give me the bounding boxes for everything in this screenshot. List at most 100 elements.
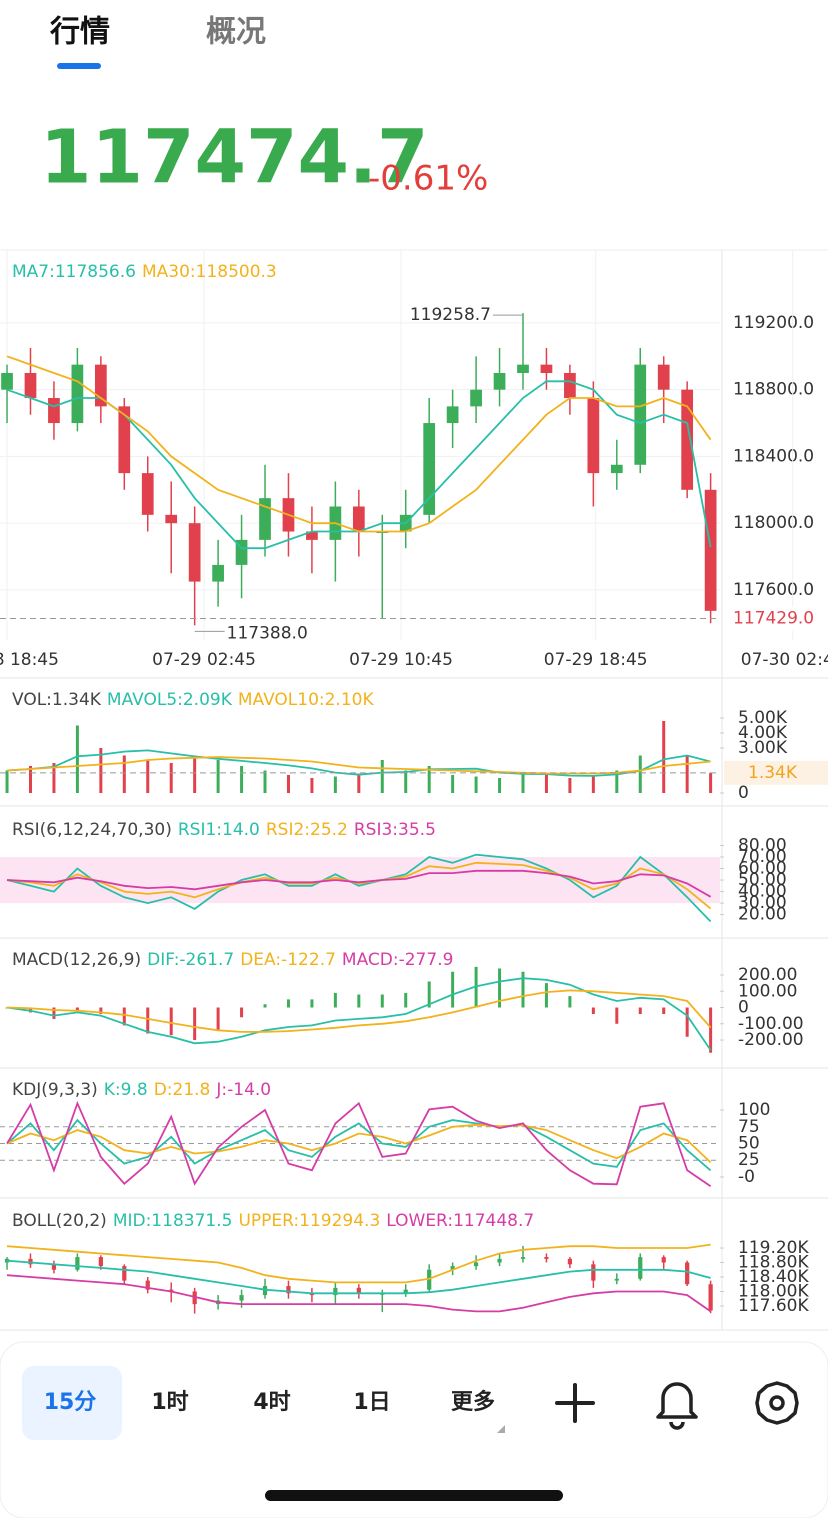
legend-entry: MA30:118500.3 [142, 262, 277, 282]
volume-bar [615, 770, 619, 793]
y-tick-label: 70.00 [738, 847, 787, 867]
price-change: -0.61% [368, 159, 488, 199]
volume-bar [591, 775, 595, 793]
macd-bar [216, 1007, 220, 1031]
macd-bar [146, 1007, 150, 1034]
alert-icon[interactable] [656, 1382, 698, 1430]
candle-body [235, 539, 248, 565]
y-tick-label: 40.00 [738, 882, 787, 902]
y-tick-label: 118800.0 [733, 380, 814, 400]
volume-bar [638, 755, 642, 793]
legend-entry: MACD:-277.9 [342, 950, 454, 970]
candle-body [141, 473, 154, 515]
macd-bar [709, 1007, 713, 1053]
candle-body [614, 1278, 619, 1281]
y-tick-label: 119200.0 [733, 313, 814, 333]
indicator-title: KDJ(9,3,3) [12, 1080, 98, 1100]
candle-body [165, 514, 178, 524]
candle-body [333, 1287, 338, 1296]
more-button[interactable]: 更多 [451, 1389, 495, 1415]
interval-button[interactable]: 1日 [353, 1390, 390, 1415]
bell [656, 1382, 698, 1419]
candle-body [634, 364, 647, 465]
candle-body [517, 364, 529, 373]
interval-button[interactable]: 15分 [44, 1390, 97, 1415]
interval-button[interactable]: 1时 [151, 1390, 188, 1415]
x-tick-label: 07-29 02:45 [152, 650, 256, 670]
settings-icon[interactable] [755, 1381, 799, 1425]
price-label-bg [724, 606, 828, 631]
macd-bar [615, 1007, 619, 1024]
macd-bar [286, 999, 290, 1008]
volume-bar [357, 773, 361, 793]
candle-body [48, 398, 60, 424]
candle-body [685, 1262, 690, 1285]
y-tick-label: -0 [738, 1167, 755, 1187]
price-label-bg [724, 760, 828, 785]
macd-bar [122, 1007, 126, 1026]
legend-entry: LOWER:117448.7 [386, 1211, 534, 1231]
indicator-line [6, 749, 711, 777]
candle-body [638, 1257, 643, 1279]
add-icon[interactable] [555, 1383, 595, 1423]
candle-body [71, 364, 84, 424]
candle-body [24, 372, 37, 399]
y-tick-label: 118.00K [738, 1281, 809, 1301]
tab[interactable]: 概况 [206, 15, 266, 50]
macd-bar [333, 992, 337, 1008]
y-tick-label: 50.00 [738, 870, 787, 890]
candle-body [657, 364, 670, 390]
candle-body [51, 1264, 57, 1270]
macd-bar [75, 1007, 79, 1011]
y-tick-label: 117.60K [738, 1296, 809, 1316]
macd-bar [544, 983, 548, 1008]
y-tick-label: -100.00 [738, 1014, 804, 1034]
candle-body [540, 364, 553, 373]
candle-body [145, 1280, 150, 1290]
macd-bar [568, 996, 572, 1008]
macd-bar [498, 968, 502, 1008]
y-tick-label: -200.00 [738, 1030, 804, 1050]
x-tick-label: 07-28 18:45 [0, 650, 59, 670]
macd-bar [427, 981, 431, 1008]
tab-active[interactable]: 行情 [49, 15, 110, 50]
macd-bar [685, 1007, 689, 1037]
candle-body [708, 1284, 713, 1311]
macd-bar [193, 1007, 197, 1041]
gear-hole [769, 1395, 785, 1411]
interval-button[interactable]: 4时 [253, 1390, 290, 1415]
candle-body [212, 564, 224, 582]
macd-bar [451, 971, 455, 1008]
legend-entry: RSI3:35.5 [354, 820, 436, 840]
indicator-line [6, 853, 712, 923]
legend-entry: MA7:117856.6 [12, 262, 136, 282]
indicator-title: MACD(12,26,9) [12, 950, 141, 970]
candle-body [98, 1257, 103, 1267]
y-tick-label: 20.00 [738, 905, 787, 925]
candle-body [567, 1258, 573, 1265]
y-tick-label: 60.00 [738, 859, 787, 879]
candle-body [306, 531, 318, 540]
legend-entry: DEA:-122.7 [240, 950, 336, 970]
legend-entry: RSI1:14.0 [178, 820, 260, 840]
candle-body [259, 498, 271, 540]
candle-body [239, 1295, 244, 1301]
indicator-line [6, 1100, 712, 1188]
indicator-line [6, 355, 712, 533]
plot [5, 966, 713, 1053]
y-tick-label: 0 [738, 783, 749, 803]
legend-entry: RSI2:25.2 [266, 820, 348, 840]
legend-entry: MAVOL10:2.10K [238, 690, 375, 710]
indicator-line [6, 1259, 711, 1295]
candle-body [423, 423, 436, 515]
volume-bar [146, 760, 150, 793]
volume-bar [685, 755, 689, 793]
volume-bar [263, 770, 267, 793]
legend-entry: D:21.8 [154, 1080, 211, 1100]
volume-bar [99, 748, 103, 793]
x-tick-label: 07-29 18:45 [544, 650, 648, 670]
y-tick-label: 25 [738, 1150, 760, 1170]
volume-bar [662, 721, 666, 793]
volume-bar [709, 772, 713, 793]
macd-bar [357, 994, 361, 1008]
